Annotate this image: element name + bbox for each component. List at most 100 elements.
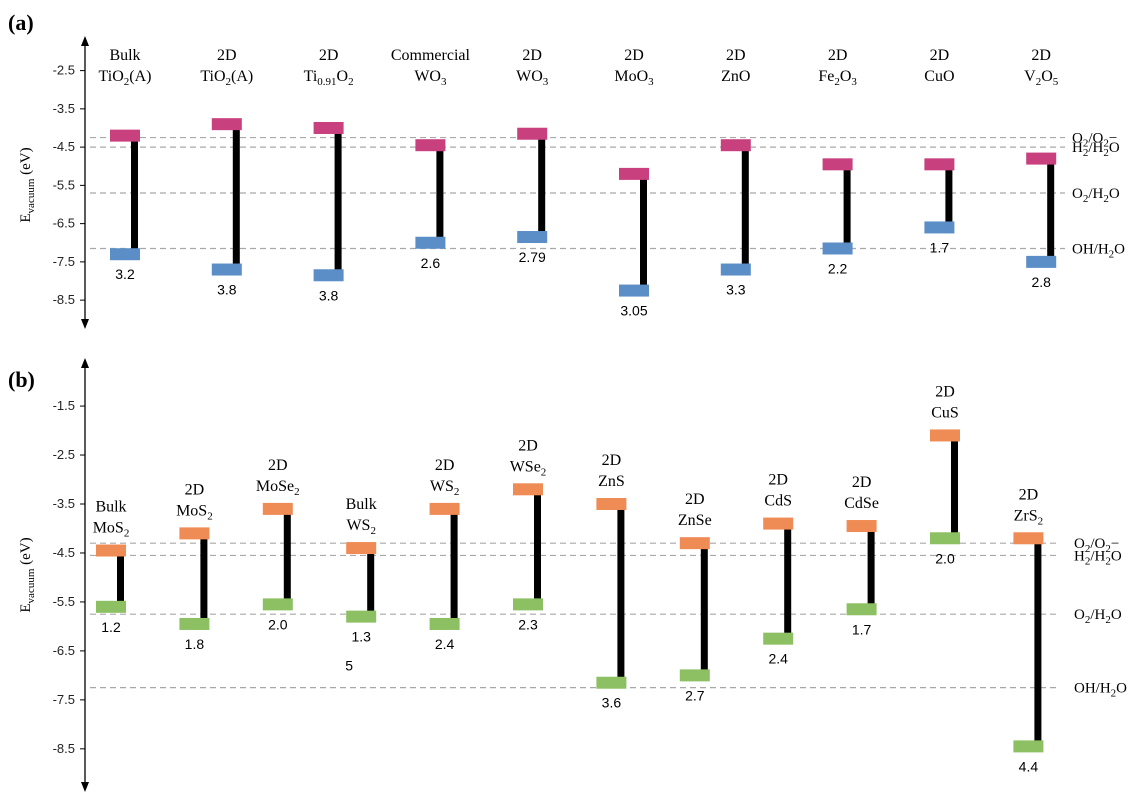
valence-band-mark [429,617,460,630]
conduction-band-mark [1026,152,1057,165]
material-label-line2: WO3 [414,68,447,88]
material-column: 1.7 2D CdSe [844,474,879,637]
material-label-line2: MoS2 [93,520,130,540]
material-label-line2: Fe2O3 [818,68,857,88]
band-gap-bar [534,489,541,605]
band-gap-value: 2.2 [828,260,848,276]
material-label-line2: CuO [924,68,954,85]
valence-band-mark [179,617,210,630]
material-label-line1: 2D [726,47,746,64]
reference-label: OH/H2O [1074,681,1127,700]
band-gap-bar [131,135,138,255]
band-gap-bar [1034,538,1042,747]
y-axis-label: Evacuum (eV) [18,147,37,222]
y-tick-label: -2.5 [53,63,75,78]
material-column: 2.7 2D ZnSe [678,491,712,703]
band-gap-bar [945,164,953,228]
band-gap-bar [741,145,749,270]
valence-band-mark [596,676,627,689]
valence-band-mark [313,269,344,282]
y-tick-label: -6.5 [53,643,75,658]
material-label-line1: 2D [685,491,705,508]
material-label-line1: 2D [268,457,288,474]
y-tick-label: -7.5 [53,254,75,269]
band-gap-value: 3.6 [602,695,622,711]
y-axis-label: Evacuum (eV) [18,537,37,612]
material-label-line1: 2D [768,472,788,489]
material-label-line2: MoS2 [176,502,213,522]
y-axis-arrow-top [81,36,89,46]
material-label-line1: 2D [624,47,644,64]
material-label-line2: ZnSe [678,512,712,529]
y-tick-label: -8.5 [53,741,75,756]
band-gap-value: 3.3 [726,282,746,298]
material-label-line1: 2D [828,47,848,64]
material-column: 1.8 2D MoS2 [176,481,213,652]
valence-band-mark [517,231,548,244]
band-gap-bar [1047,158,1055,262]
material-label-line1: 2D [935,383,955,400]
material-column: 3.8 2D Ti0.91O2 [304,47,354,303]
band-gap-value: 1.3 [351,629,371,645]
valence-band-mark [110,248,140,261]
valence-band-mark [679,669,710,682]
band-gap-value: 2.0 [935,550,955,566]
band-gap-value: 3.8 [319,287,339,303]
material-label-line2: WS2 [430,478,460,498]
material-label-line2: MoO3 [614,68,654,88]
valence-band-mark [822,242,853,255]
material-column: 1.3 5 Bulk WS2 [345,496,376,674]
material-label-line1: 2D [1019,486,1039,503]
material-column: 3.2 Bulk TiO2(A) [99,47,152,282]
y-tick-label: -1.5 [53,398,75,413]
material-column: 2.0 2D CuS [930,383,960,566]
valence-band-mark [1026,255,1057,268]
material-label-line1: 2D [1031,47,1051,64]
band-gap-value: 1.7 [852,621,872,637]
conduction-band-mark [720,139,751,152]
material-column: 2.2 2D Fe2O3 [818,47,857,276]
material-column: 2.6 Commercial WO3 [391,47,471,271]
material-label-line2: ZnS [598,473,625,490]
material-label-line2: CdSe [844,495,879,512]
valence-band-mark [924,221,955,234]
reference-label: H2/H2O [1074,548,1122,567]
band-gap-bar [951,435,958,539]
valence-band-mark [96,600,126,613]
y-tick-label: -5.5 [53,177,75,192]
reference-label: O2/O2− [1074,536,1119,555]
y-tick-label: -8.5 [53,292,75,307]
conduction-band-mark [619,167,649,180]
conduction-band-mark [415,139,446,152]
material-label-line2: WO3 [516,68,549,88]
band-gap-value: 1.8 [185,636,205,652]
conduction-band-mark [346,542,377,555]
valence-band-mark [211,263,242,276]
material-label-line2: TiO2(A) [200,68,253,88]
material-label-line1: Bulk [95,499,126,516]
band-gap-value: 4.4 [1019,758,1039,774]
reference-label: O2/O2− [1072,131,1117,150]
material-column: 2.3 2D WSe2 [510,437,547,632]
material-label-line2: CuS [931,404,959,421]
band-gap-value: 1.7 [930,239,950,255]
conduction-band-mark [822,158,853,171]
material-label-line2: Ti0.91O2 [304,68,354,88]
conduction-band-mark [679,537,710,550]
conduction-band-mark [110,129,140,142]
y-tick-label: -2.5 [53,447,75,462]
band-gap-bar [283,508,291,605]
valence-band-mark [262,598,293,611]
band-gap-bar [867,526,875,610]
band-gap-value: 3.2 [115,266,135,282]
y-tick-label: -6.5 [53,216,75,231]
band-gap-bar [367,548,375,617]
material-label-line1: 2D [319,47,339,64]
band-gap-bar [843,164,851,249]
y-tick-label: -5.5 [53,594,75,609]
material-label-line1: 2D [852,474,872,491]
panel-b: (b) -1.5 -2.5 -3.5 -4.5 -5.5 -6.5 -7.5 -8.5 Evacu… [8,358,1127,792]
band-gap-bar [436,145,444,243]
conduction-band-mark [924,158,955,171]
